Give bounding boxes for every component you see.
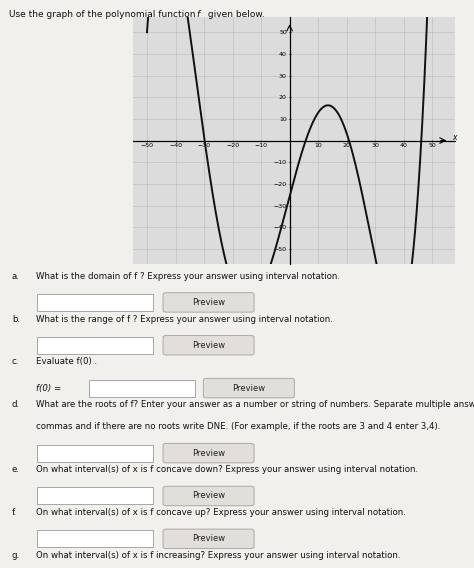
Text: c.: c. — [12, 357, 19, 366]
Text: a.: a. — [12, 272, 20, 281]
Text: What is the domain of f ? Express your answer using interval notation.: What is the domain of f ? Express your a… — [36, 272, 339, 281]
Text: What is the range of f ? Express your answer using interval notation.: What is the range of f ? Express your an… — [36, 315, 332, 324]
Text: f.: f. — [12, 508, 17, 517]
FancyBboxPatch shape — [37, 531, 153, 548]
Text: Preview: Preview — [192, 491, 225, 500]
Text: f: f — [197, 10, 200, 19]
Text: e.: e. — [12, 465, 20, 474]
FancyBboxPatch shape — [89, 379, 195, 396]
FancyBboxPatch shape — [163, 486, 254, 506]
Text: commas and if there are no roots write DNE. (For example, if the roots are 3 and: commas and if there are no roots write D… — [36, 423, 440, 432]
Text: Preview: Preview — [192, 298, 225, 307]
Text: Preview: Preview — [232, 383, 265, 392]
Text: b.: b. — [12, 315, 20, 324]
FancyBboxPatch shape — [37, 487, 153, 504]
Text: d.: d. — [12, 400, 20, 410]
FancyBboxPatch shape — [163, 529, 254, 549]
Text: On what interval(s) of x is f concave down? Express your answer using interval n: On what interval(s) of x is f concave do… — [36, 465, 418, 474]
FancyBboxPatch shape — [37, 294, 153, 311]
Text: Preview: Preview — [192, 341, 225, 350]
Text: g.: g. — [12, 551, 20, 560]
Text: given below.: given below. — [205, 10, 264, 19]
FancyBboxPatch shape — [163, 444, 254, 463]
Text: On what interval(s) of x is f concave up? Express your answer using interval not: On what interval(s) of x is f concave up… — [36, 508, 405, 517]
FancyBboxPatch shape — [163, 293, 254, 312]
FancyBboxPatch shape — [37, 337, 153, 354]
Text: Use the graph of the polynomial function: Use the graph of the polynomial function — [9, 10, 199, 19]
Text: Preview: Preview — [192, 534, 225, 544]
FancyBboxPatch shape — [37, 445, 153, 462]
FancyBboxPatch shape — [203, 378, 294, 398]
FancyBboxPatch shape — [163, 336, 254, 355]
Text: Preview: Preview — [192, 449, 225, 458]
Text: What are the roots of f? Enter your answer as a number or string of numbers. Sep: What are the roots of f? Enter your answ… — [36, 400, 474, 410]
Text: Evaluate f(0) .: Evaluate f(0) . — [36, 357, 97, 366]
Text: f(0) =: f(0) = — [36, 383, 61, 392]
Text: x: x — [452, 133, 456, 142]
Text: On what interval(s) of x is f increasing? Express your answer using interval not: On what interval(s) of x is f increasing… — [36, 551, 400, 560]
